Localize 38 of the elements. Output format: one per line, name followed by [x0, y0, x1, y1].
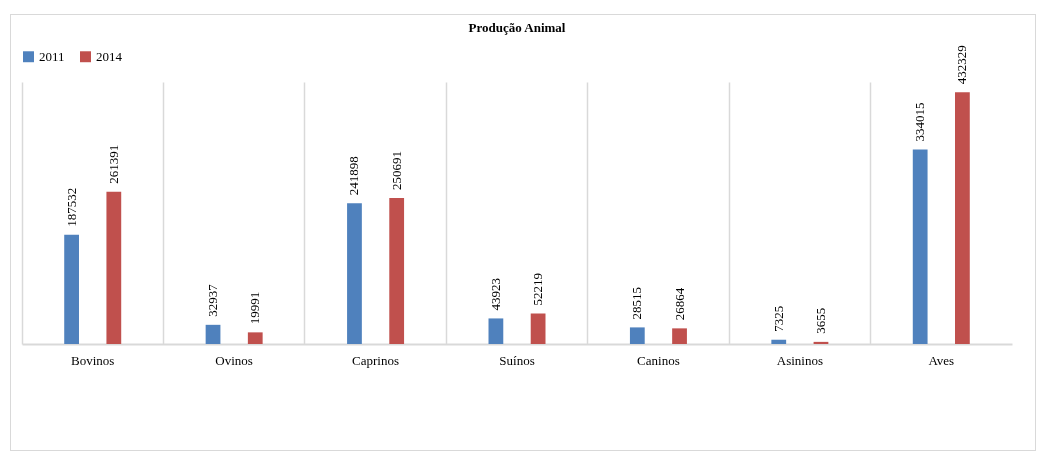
bar [64, 234, 79, 344]
x-tick-label: Aves [928, 352, 955, 368]
bar [955, 92, 970, 344]
data-label: 241898 [346, 156, 362, 196]
data-label: 43923 [487, 277, 503, 311]
bar [629, 327, 645, 344]
x-tick-label: Caninos [637, 352, 680, 368]
bar [813, 341, 829, 344]
bar [205, 324, 221, 344]
bar [389, 198, 405, 344]
data-label: 3655 [812, 307, 828, 334]
x-tick-label: Suínos [499, 352, 535, 368]
bar [912, 149, 928, 344]
bar [106, 191, 122, 344]
chart-title: Produção Animal [468, 20, 566, 36]
x-tick-label: Ovinos [215, 352, 253, 368]
data-label: 432329 [954, 45, 970, 85]
data-label: 7325 [770, 305, 786, 332]
data-label: 28515 [629, 286, 645, 320]
data-label: 261391 [105, 144, 121, 184]
bar [530, 313, 546, 344]
data-label: 19991 [247, 291, 263, 325]
data-label: 334015 [912, 102, 928, 142]
bar [347, 203, 362, 344]
data-label: 32937 [205, 283, 221, 317]
legend-label: 2011 [39, 48, 65, 64]
bar [771, 339, 787, 344]
legend-label: 2014 [96, 48, 123, 64]
data-label: 250691 [388, 151, 404, 191]
x-tick-label: Bovinos [71, 352, 115, 368]
bar [488, 318, 504, 344]
data-label: 187532 [63, 187, 79, 227]
data-label: 52219 [530, 273, 546, 306]
x-tick-label: Caprinos [352, 352, 400, 368]
bar [672, 328, 687, 344]
x-tick-label: Asininos [776, 352, 823, 368]
data-label: 26864 [671, 287, 687, 321]
bar [247, 332, 263, 344]
